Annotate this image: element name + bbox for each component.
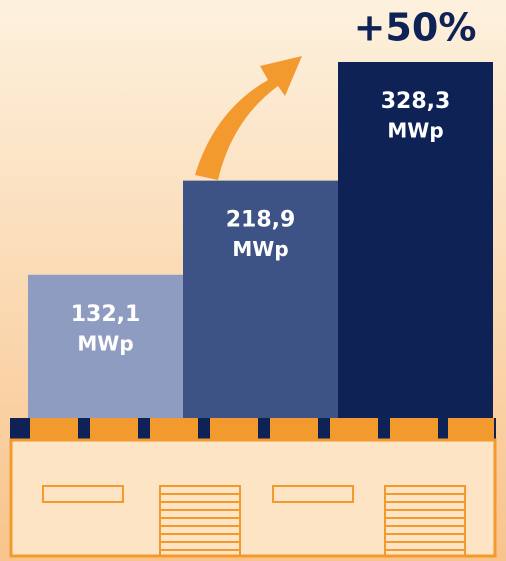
unit-label: MWp [387, 119, 443, 143]
value-label: 218,9 [226, 208, 296, 233]
annotation: +50% [354, 6, 477, 50]
building [11, 440, 495, 556]
value-label: 132,1 [71, 302, 141, 327]
chart: 132,1 MWp 218,9 MWp 328,3 MWp +50% [0, 0, 506, 561]
bar [338, 62, 493, 418]
unit-label: MWp [77, 331, 133, 355]
value-label: 328,3 [381, 89, 451, 114]
unit-label: MWp [232, 237, 288, 261]
